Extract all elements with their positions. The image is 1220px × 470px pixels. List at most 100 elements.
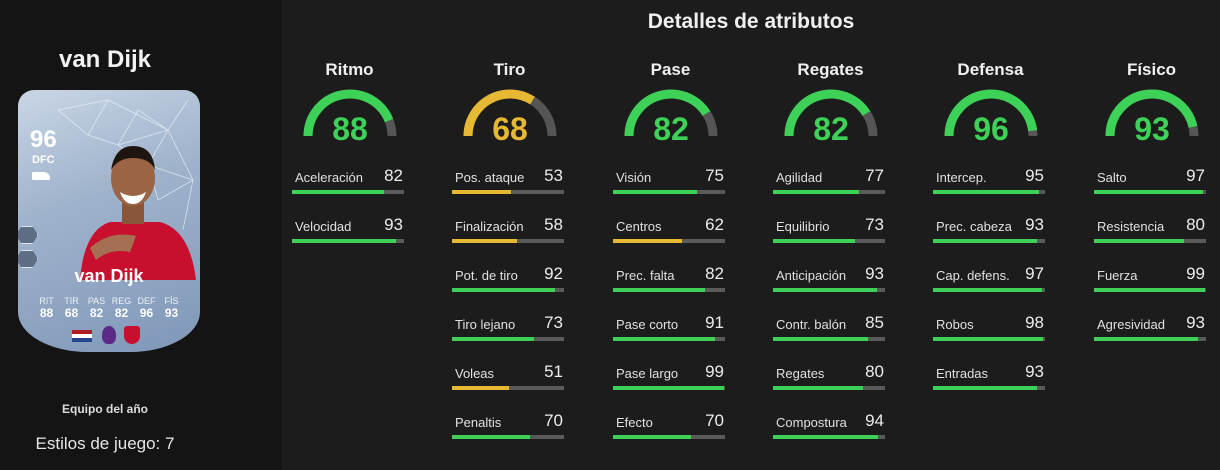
attribute-row[interactable]: Equilibrio 73 — [773, 213, 888, 253]
attribute-row[interactable]: Pase largo 99 — [613, 360, 728, 400]
attribute-row[interactable]: Pot. de tiro 92 — [452, 262, 567, 302]
attribute-label: Tiro lejano — [455, 317, 516, 332]
attribute-row[interactable]: Voleas 51 — [452, 360, 567, 400]
attribute-value: 82 — [705, 264, 724, 283]
attribute-value: 97 — [1186, 166, 1205, 185]
attribute-row[interactable]: Centros 62 — [613, 213, 728, 253]
attribute-row[interactable]: Visión 75 — [613, 164, 728, 204]
gauge-fill — [944, 89, 1037, 137]
card-stat-label: FÍS — [164, 296, 179, 306]
card-stat-label: PAS — [87, 296, 106, 306]
attribute-value: 70 — [705, 411, 724, 430]
category-gauge: 82 — [784, 89, 877, 142]
attribute-row[interactable]: Entradas 93 — [933, 360, 1048, 400]
attribute-row[interactable]: Anticipación 93 — [773, 262, 888, 302]
attribute-bar-fill — [1094, 190, 1203, 194]
attribute-label: Pase corto — [616, 317, 679, 332]
attribute-row[interactable]: Tiro lejano 73 — [452, 311, 567, 351]
attribute-row[interactable]: Agresividad 93 — [1094, 311, 1209, 351]
attribute-row[interactable]: Aceleración 82 — [292, 164, 407, 204]
attribute-label: Finalización — [455, 219, 524, 234]
attribute-row[interactable]: Intercep. 95 — [933, 164, 1048, 204]
attribute-row[interactable]: Salto 97 — [1094, 164, 1209, 204]
player-card[interactable]: 96 DFC van Dijk RIT 88 TIR 68 PAS 82 REG 82 DEF 9… — [18, 90, 200, 352]
category-rating: 96 — [973, 111, 1009, 142]
attribute-row[interactable]: Cap. defens. 97 — [933, 262, 1048, 302]
attribute-row[interactable]: Contr. balón 85 — [773, 311, 888, 351]
card-type: Equipo del año — [62, 402, 148, 416]
card-stat: FÍS 93 — [159, 296, 184, 320]
attribute-bar — [773, 288, 885, 292]
attribute-row[interactable]: Resistencia 80 — [1094, 213, 1209, 253]
attribute-row[interactable]: Compostura 94 — [773, 409, 888, 449]
attribute-column-tiro: Tiro 68 Pos. ataque 53 Finalización 58 Pot. de… — [452, 60, 567, 439]
attribute-bar-fill — [773, 288, 878, 292]
attribute-label: Visión — [616, 170, 652, 185]
category-rating: 82 — [653, 111, 689, 142]
card-stat-value: 96 — [139, 306, 154, 320]
attribute-label: Robos — [936, 317, 974, 332]
attribute-row[interactable]: Efecto 70 — [613, 409, 728, 449]
attribute-label: Equilibrio — [776, 219, 830, 234]
card-stat-value: 82 — [89, 306, 104, 320]
attribute-label: Penaltis — [455, 415, 502, 430]
attribute-value: 94 — [865, 411, 884, 430]
attribute-bar — [773, 337, 885, 341]
attribute-value: 95 — [1025, 166, 1044, 185]
attribute-label: Agresividad — [1097, 317, 1165, 332]
attribute-bar — [933, 288, 1045, 292]
attribute-label: Pase largo — [616, 366, 679, 381]
attribute-row[interactable]: Finalización 58 — [452, 213, 567, 253]
attribute-row[interactable]: Fuerza 99 — [1094, 262, 1209, 302]
category-gauge: 88 — [303, 89, 396, 142]
attribute-row[interactable]: Prec. falta 82 — [613, 262, 728, 302]
attribute-row[interactable]: Prec. cabeza 93 — [933, 213, 1048, 253]
attribute-value: 82 — [384, 166, 403, 185]
attribute-value: 85 — [865, 313, 884, 332]
page-title: Detalles de atributos — [647, 10, 855, 33]
category-rating: 88 — [332, 111, 368, 142]
attribute-bar — [1094, 239, 1206, 243]
attribute-bar-fill — [613, 190, 697, 194]
attribute-row[interactable]: Agilidad 77 — [773, 164, 888, 204]
attribute-bar-fill — [1094, 337, 1199, 341]
attribute-row[interactable]: Penaltis 70 — [452, 409, 567, 449]
gauge-fill — [303, 89, 393, 137]
player-panel: van Dijk 96 DFC van Dijk RIT 88 TIR 68 PAS 82… — [0, 0, 282, 470]
attribute-row[interactable]: Regates 80 — [773, 360, 888, 400]
attribute-row[interactable]: Robos 98 — [933, 311, 1048, 351]
attribute-row[interactable]: Pase corto 91 — [613, 311, 728, 351]
attribute-label: Compostura — [776, 415, 847, 430]
attribute-bar — [452, 190, 564, 194]
attribute-bar — [613, 337, 725, 341]
attribute-bar-fill — [773, 337, 869, 341]
attribute-bar — [452, 386, 564, 390]
category-title: Regates — [797, 60, 864, 79]
attribute-label: Velocidad — [295, 219, 352, 234]
attribute-value: 62 — [705, 215, 724, 234]
attribute-label: Voleas — [455, 366, 495, 381]
attribute-bar-fill — [773, 239, 855, 243]
attribute-label: Contr. balón — [776, 317, 847, 332]
attribute-bar-fill — [613, 435, 692, 439]
player-photo — [80, 146, 196, 280]
playstyles-count[interactable]: Estilos de juego: 7 — [35, 434, 175, 453]
attribute-column-regates: Regates 82 Agilidad 77 Equilibrio 73 Anticipac… — [773, 60, 888, 439]
attribute-row[interactable]: Velocidad 93 — [292, 213, 407, 253]
attribute-row[interactable]: Pos. ataque 53 — [452, 164, 567, 204]
attribute-label: Agilidad — [776, 170, 823, 185]
attribute-value: 73 — [544, 313, 563, 332]
attribute-value: 91 — [705, 313, 724, 332]
attribute-label: Entradas — [936, 366, 989, 381]
attribute-bar-fill — [933, 239, 1038, 243]
category-gauge: 68 — [463, 89, 556, 142]
category-rating: 68 — [492, 111, 528, 142]
boot-icon — [32, 172, 50, 180]
attribute-bar — [452, 239, 564, 243]
attribute-bar-fill — [933, 288, 1042, 292]
attribute-bar-fill — [773, 190, 860, 194]
player-name: van Dijk — [58, 46, 152, 73]
attribute-bar — [933, 337, 1045, 341]
attribute-bar-fill — [452, 288, 556, 292]
attribute-bar-fill — [933, 337, 1043, 341]
